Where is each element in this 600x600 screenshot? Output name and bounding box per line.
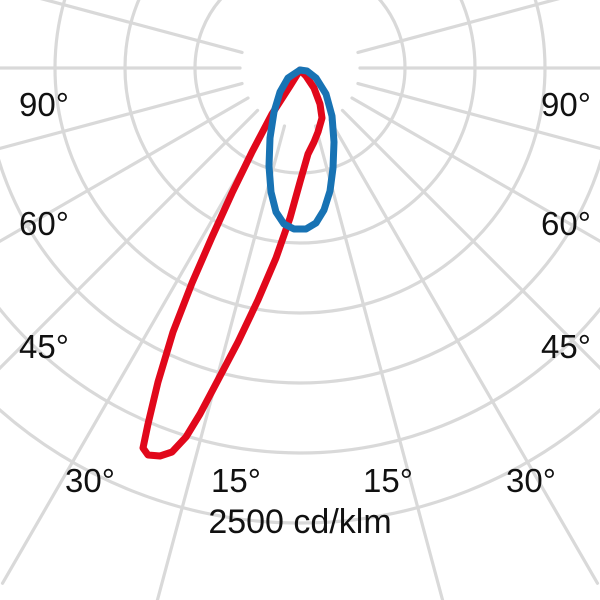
grid-ray (350, 96, 600, 244)
grid-arc (53, 0, 547, 315)
distribution-curve-c90-c270 (265, 66, 338, 233)
angle-tick-label: 15° (211, 462, 261, 499)
distribution-curve-c0-c180 (139, 66, 326, 460)
angle-tick-label: 60° (541, 205, 591, 242)
unit-label: 2500 cd/klm (208, 503, 391, 541)
grid-ray (328, 118, 600, 585)
grid-ray (0, 81, 244, 151)
angle-labels-group: 90° 60° 45° 30° 15° 15° 30° 45° 60° 90° (19, 86, 591, 499)
grid-ray (0, 118, 272, 585)
grid-arc (0, 306, 600, 455)
grid-arc (0, 158, 600, 385)
angle-tick-label: 90° (541, 86, 591, 123)
grid-ray (0, 108, 260, 371)
angle-tick-label: 90° (19, 86, 69, 123)
grid-ray (0, 96, 250, 244)
grid-ray (40, 0, 244, 55)
grid-ray (356, 81, 600, 151)
grid-ray (356, 0, 560, 55)
angle-tick-label: 30° (65, 462, 115, 499)
angle-tick-label: 15° (363, 462, 413, 499)
grid-ray (313, 124, 445, 600)
angle-tick-label: 60° (19, 205, 69, 242)
angle-tick-label: 45° (541, 328, 591, 365)
grid-arc (0, 407, 600, 525)
grid-ray (340, 108, 600, 371)
angle-tick-label: 45° (19, 328, 69, 365)
angle-tick-label: 30° (506, 462, 556, 499)
grid-arcs-group (0, 0, 600, 525)
